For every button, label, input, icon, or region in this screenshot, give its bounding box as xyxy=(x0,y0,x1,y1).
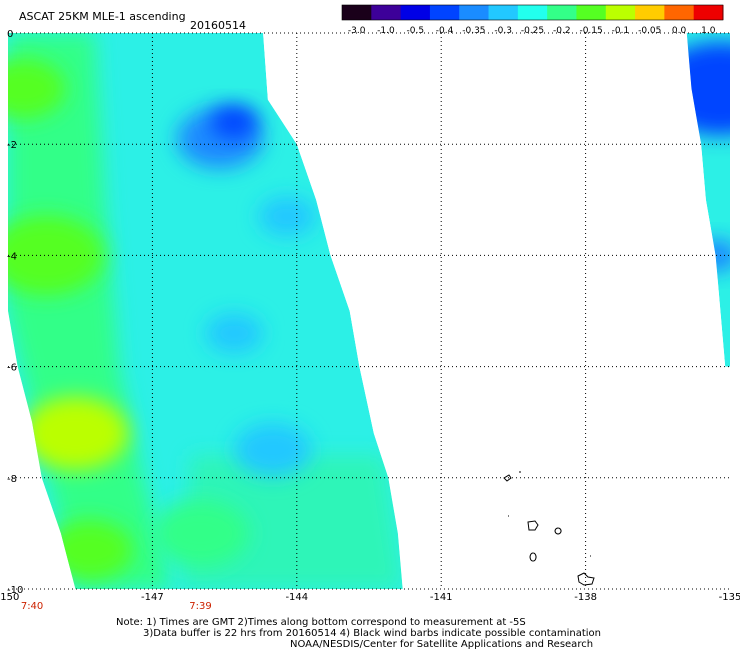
colorbar-label: -0.5 xyxy=(406,26,424,36)
y-tick-label: -10 xyxy=(7,585,23,596)
x-tick-label: -147 xyxy=(141,592,164,603)
field-blob xyxy=(205,313,264,354)
field-blob xyxy=(691,238,730,273)
colorbar-label: -0.4 xyxy=(436,26,454,36)
y-tick-label: -6 xyxy=(7,363,17,374)
colorbar-swatch xyxy=(664,5,695,20)
y-tick-label: 0 xyxy=(7,29,13,40)
colorbar-swatch xyxy=(429,5,460,20)
field-blob xyxy=(234,423,312,477)
colorbar-swatch xyxy=(459,5,490,20)
colorbar-label: 0.0 xyxy=(672,26,687,36)
island-5 xyxy=(529,552,537,562)
chart-title: ASCAT 25KM MLE-1 ascending xyxy=(19,10,186,23)
colorbar-swatch xyxy=(400,5,431,20)
colorbar-swatch xyxy=(605,5,636,20)
colorbar-swatch xyxy=(488,5,519,20)
colorbar-label: -1.0 xyxy=(377,26,395,36)
footnote-line2: 3)Data buffer is 22 hrs from 20160514 4)… xyxy=(143,628,601,639)
colorbar-swatch xyxy=(371,5,402,20)
swath-right xyxy=(686,33,730,367)
grid xyxy=(8,32,730,590)
colorbar-label: -3.0 xyxy=(348,26,366,36)
x-tick-label: -144 xyxy=(285,592,308,603)
time-label: 7:39 xyxy=(189,601,211,612)
island-4 xyxy=(554,527,562,535)
colorbar-swatch xyxy=(342,5,372,20)
colorbar-frame xyxy=(341,4,724,21)
island-3 xyxy=(527,520,539,531)
colorbar-label: -0.1 xyxy=(612,26,630,36)
colorbar-label: -0.2 xyxy=(553,26,571,36)
x-tick-label: -138 xyxy=(574,592,597,603)
colorbar: -3.0 -1.0 -0.5 -0.4 -0.35 -0.3 -0.25 -0.2 -0.15-… xyxy=(341,4,724,36)
field-blob xyxy=(22,396,129,471)
colorbar-label: -0.25 xyxy=(521,26,544,36)
field-blob xyxy=(46,520,134,581)
swath-south-band xyxy=(181,455,403,589)
colorbar-label: 1.0 xyxy=(701,26,716,36)
footnote-line1: Note: 1) Times are GMT 2)Times along bot… xyxy=(116,617,526,628)
colorbar-label: -0.15 xyxy=(579,26,602,36)
colorbar-label: -0.3 xyxy=(494,26,512,36)
colorbar-swatch xyxy=(635,5,665,20)
colorbar-label: -0.35 xyxy=(462,26,485,36)
colorbar-swatch xyxy=(547,5,577,20)
colorbar-label: -0.05 xyxy=(638,26,661,36)
island-1 xyxy=(503,474,512,482)
colorbar-swatch xyxy=(517,5,548,20)
swath-left xyxy=(8,33,403,589)
colorbar-swatch xyxy=(576,5,607,20)
axes: -150 -147 -144 -141 -138 -135 0 -2 -4 -6 -8 -10 7:40… xyxy=(0,29,740,612)
x-tick-label: -150 xyxy=(0,592,19,603)
field-blob xyxy=(258,196,317,237)
chart-date: 20160514 xyxy=(190,19,246,32)
y-tick-label: -4 xyxy=(7,251,17,262)
field-blob xyxy=(686,41,730,136)
island-6 xyxy=(577,572,595,586)
time-label: 7:40 xyxy=(21,601,43,612)
island-outlines xyxy=(503,471,595,586)
y-tick-label: -2 xyxy=(7,140,17,151)
field-blob xyxy=(8,58,66,119)
x-tick-label: -141 xyxy=(430,592,453,603)
colorbar-swatch xyxy=(693,5,724,20)
field-blob xyxy=(152,500,249,567)
field-blob xyxy=(8,215,105,296)
field-blob xyxy=(210,105,259,139)
x-tick-label: -135 xyxy=(719,592,740,603)
y-tick-label: -8 xyxy=(7,474,17,485)
footnote-line3: NOAA/NESDIS/Center for Satellite Applica… xyxy=(290,639,593,650)
